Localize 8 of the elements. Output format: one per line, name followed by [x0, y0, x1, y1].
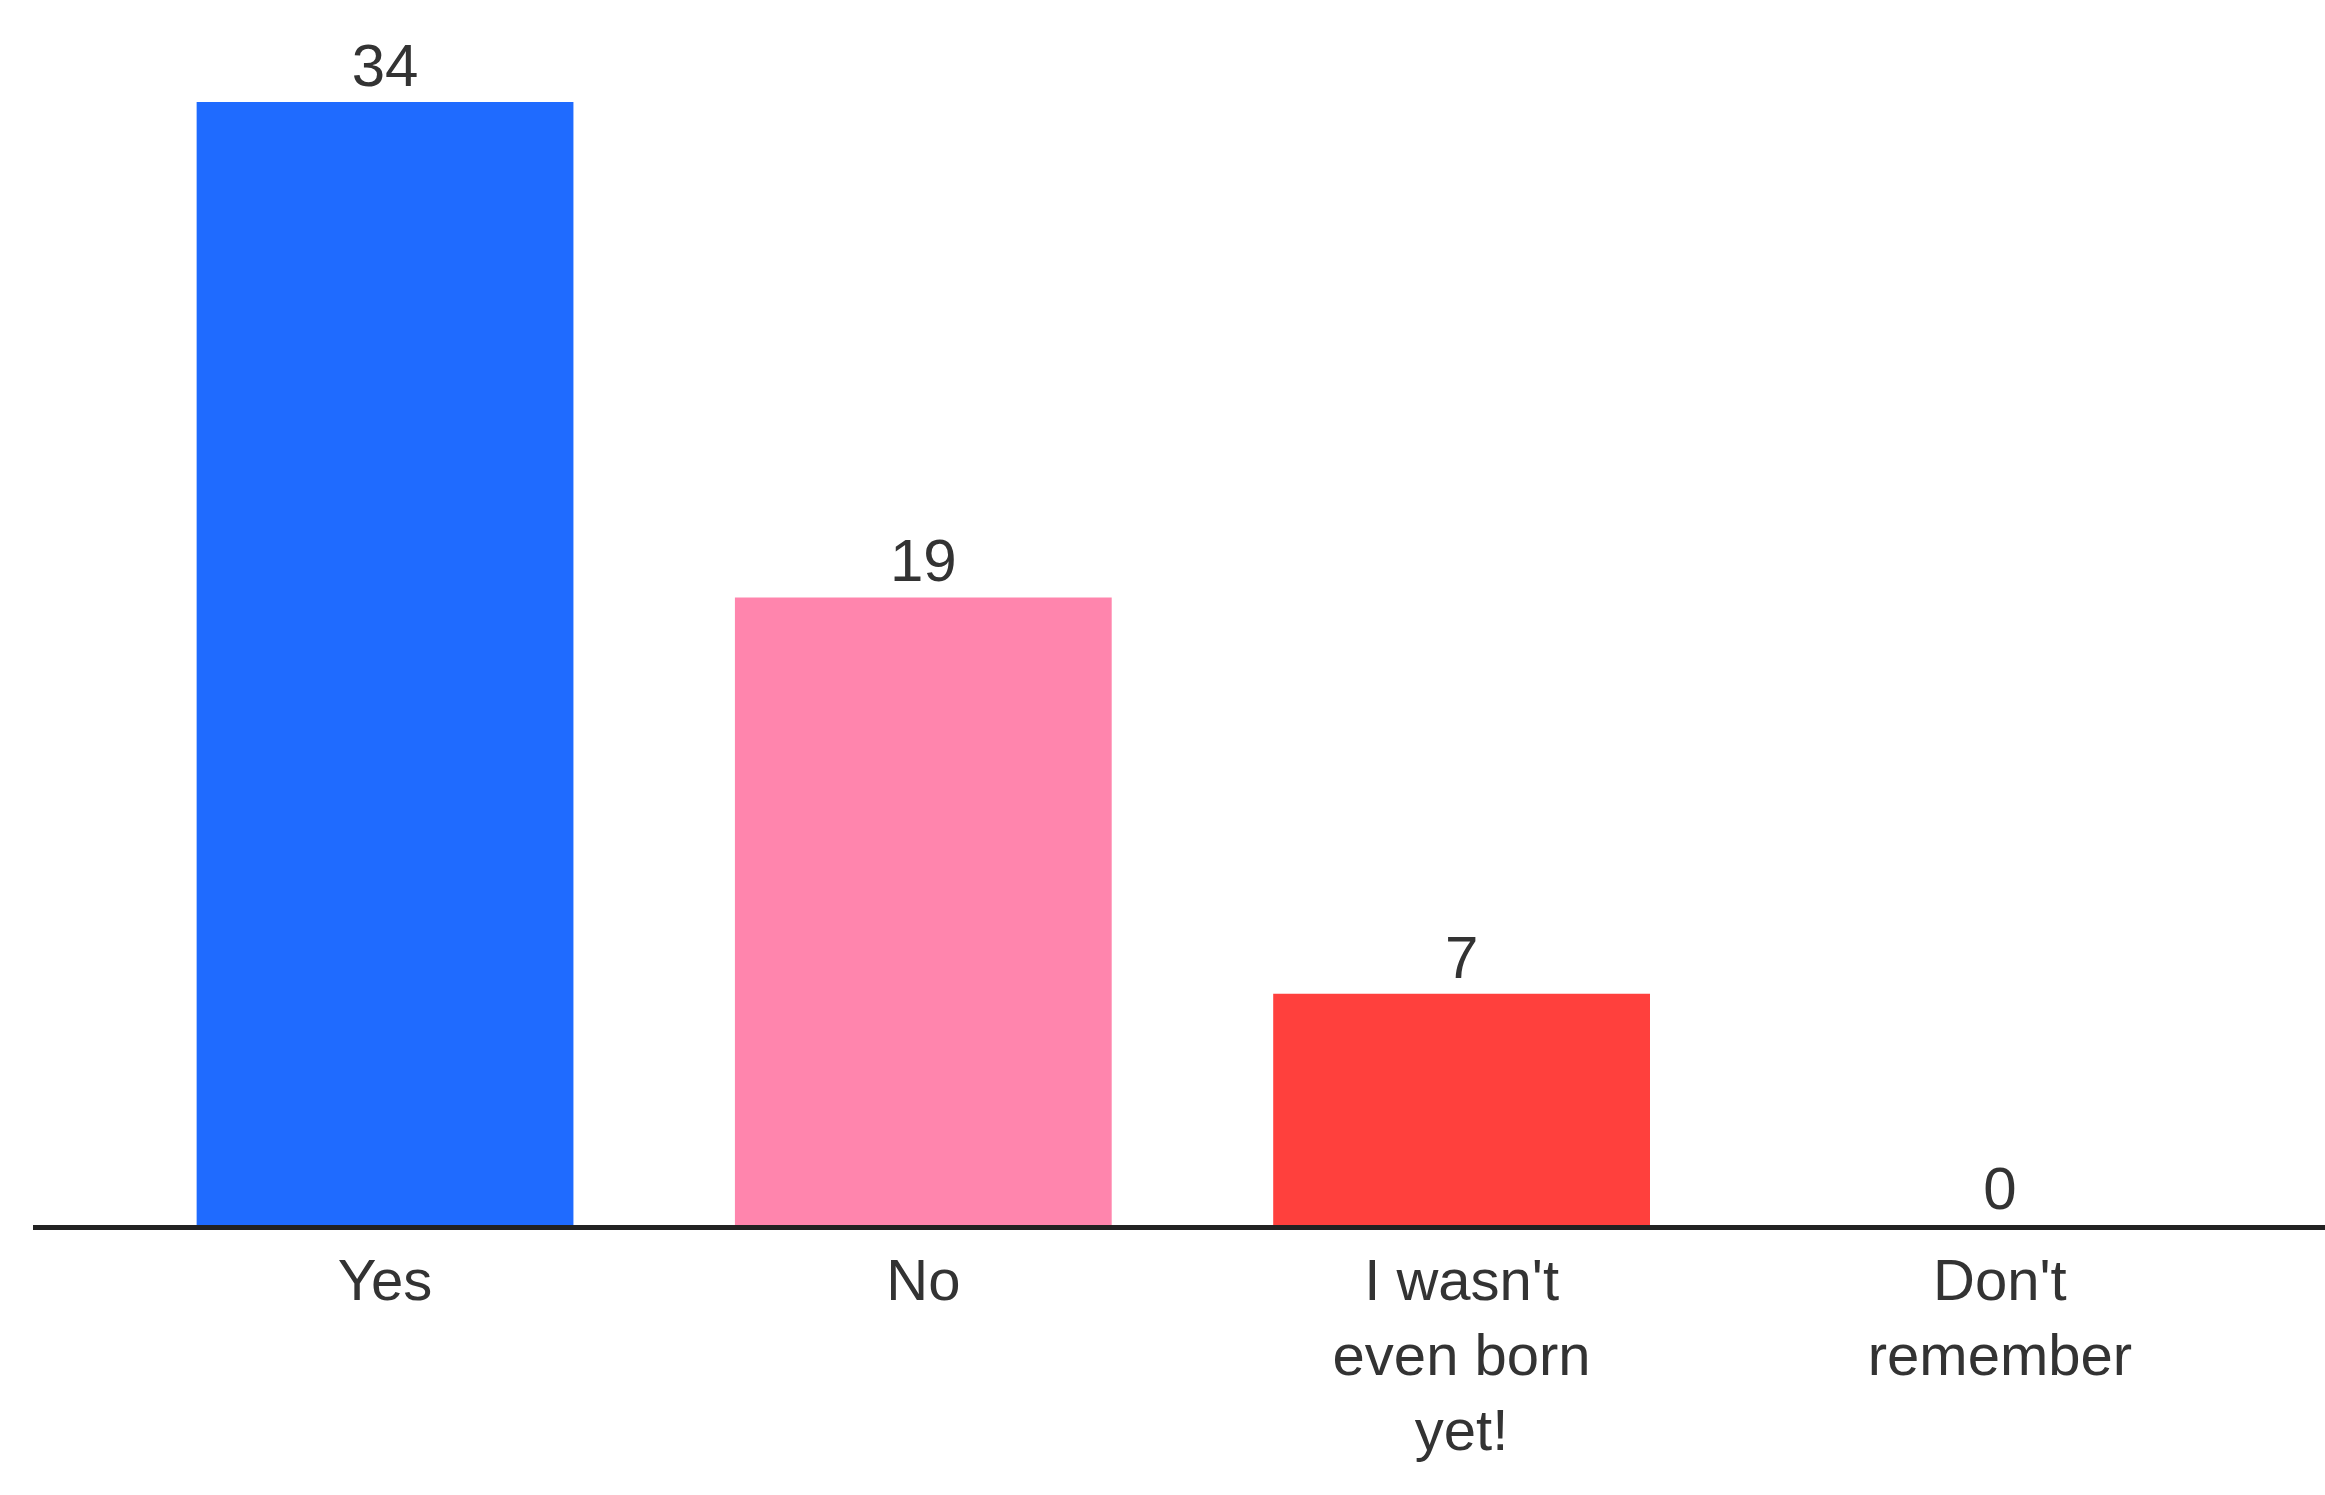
- data-label: 0: [1983, 1155, 2017, 1222]
- x-tick-label: Don't remember: [1867, 1246, 2133, 1387]
- x-tick-label: I wasn't even born yet!: [1332, 1246, 1591, 1463]
- data-label: 19: [889, 527, 957, 595]
- data-label: 34: [351, 32, 419, 99]
- data-label: 7: [1444, 923, 1479, 991]
- x-tick-label: No: [886, 1246, 961, 1312]
- x-tick-label: Yes: [337, 1246, 433, 1312]
